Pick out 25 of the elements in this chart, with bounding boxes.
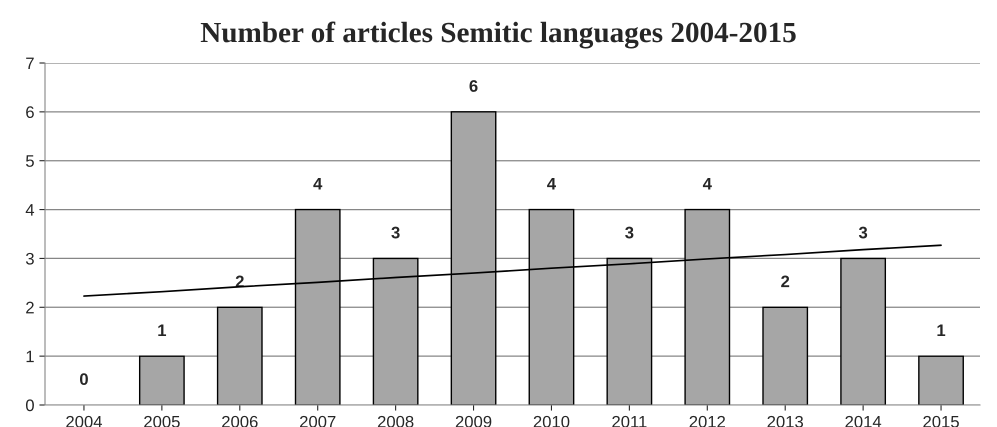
y-tick-label: 1 — [26, 350, 34, 362]
bar — [216, 306, 263, 405]
data-label: 6 — [470, 80, 478, 92]
bar — [840, 258, 886, 405]
y-tick-label: 3 — [26, 252, 34, 265]
data-label: 3 — [391, 226, 400, 238]
data-label: 3 — [858, 226, 868, 238]
data-label: 0 — [80, 373, 88, 386]
data-label: 4 — [702, 178, 712, 190]
y-tick-label: 5 — [26, 155, 34, 167]
y-tick-label: 2 — [26, 302, 34, 314]
bar — [138, 355, 185, 405]
data-label: 4 — [547, 178, 556, 190]
data-label: 1 — [158, 324, 166, 336]
data-label: 4 — [313, 178, 322, 190]
y-tick-label: 0 — [26, 399, 34, 412]
y-tick-label: 7 — [26, 58, 34, 70]
data-label: 1 — [937, 324, 946, 336]
chart-title: Number of articles Semitic languages 2004-2015 — [200, 22, 796, 48]
bar — [918, 355, 964, 405]
y-tick-label: 6 — [26, 106, 34, 118]
y-tick-label: 4 — [26, 204, 34, 216]
bar — [762, 306, 808, 405]
data-label: 2 — [781, 276, 790, 288]
data-label: 3 — [625, 226, 634, 238]
